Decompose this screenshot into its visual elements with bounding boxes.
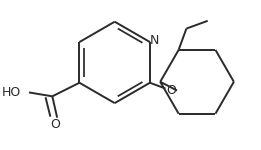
- Text: O: O: [166, 84, 176, 97]
- Text: HO: HO: [2, 86, 21, 99]
- Text: O: O: [50, 118, 60, 131]
- Text: N: N: [150, 34, 159, 47]
